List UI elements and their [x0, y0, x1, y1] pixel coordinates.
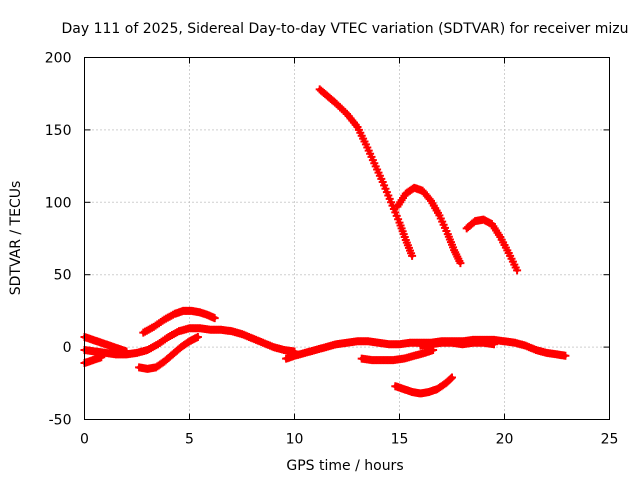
- x-tick-label: 25: [601, 432, 619, 448]
- series-track-11: [391, 373, 456, 398]
- y-tick-label: -50: [49, 413, 72, 429]
- data-point-marker: [513, 266, 522, 275]
- series-track-12: [416, 338, 498, 350]
- chart-title: Day 111 of 2025, Sidereal Day-to-day VTE…: [62, 21, 629, 37]
- data-point-marker: [193, 332, 202, 341]
- y-axis-title: SDTVAR / TECUs: [8, 181, 24, 296]
- x-axis-title: GPS time / hours: [286, 458, 403, 474]
- series-track-10: [357, 345, 438, 365]
- data-point-marker: [490, 340, 498, 349]
- y-tick-label: 50: [54, 268, 72, 284]
- x-tick-label: 5: [185, 432, 194, 448]
- x-tick-label: 20: [496, 432, 514, 448]
- series-track-3: [462, 215, 522, 275]
- y-tick-label: 200: [45, 51, 72, 67]
- series-trace: [317, 87, 415, 258]
- data-point-marker: [448, 373, 456, 382]
- x-tick-label: 0: [80, 432, 89, 448]
- x-tick-label: 10: [286, 432, 304, 448]
- data-point-marker: [561, 351, 570, 360]
- series-track-2: [393, 183, 465, 268]
- data-point-marker: [408, 251, 417, 260]
- data-point-marker: [97, 353, 106, 362]
- series-track-7: [80, 353, 106, 368]
- series-track-9: [282, 335, 570, 363]
- y-tick-label: 150: [45, 123, 72, 139]
- data-point-marker: [456, 259, 465, 268]
- series-track-5: [80, 324, 299, 359]
- series-track-1: [315, 85, 417, 260]
- y-tick-label: 0: [63, 340, 72, 356]
- series-track-6: [139, 306, 219, 337]
- data-point-marker: [210, 314, 219, 323]
- y-tick-label: 100: [45, 195, 72, 211]
- plot-frame: [84, 57, 610, 420]
- grid-layer: [84, 57, 610, 420]
- series-track-8: [135, 332, 202, 373]
- x-tick-label: 15: [391, 432, 409, 448]
- data-layer: [80, 85, 570, 398]
- tick-label-layer: 0 5 10 15 20 25 -50 0 50 100 150 200: [45, 51, 619, 448]
